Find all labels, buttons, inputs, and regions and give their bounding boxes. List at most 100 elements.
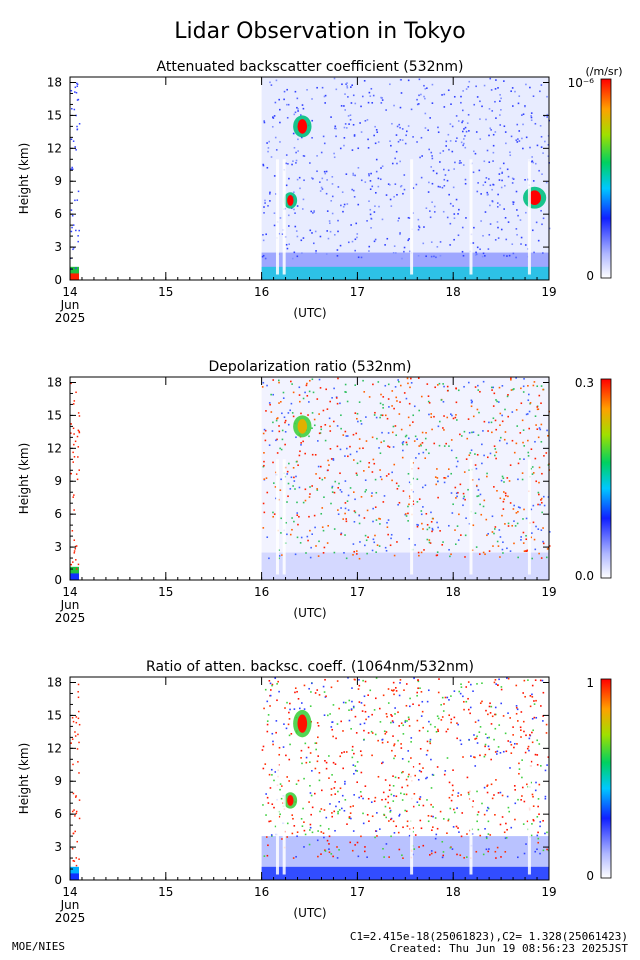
- noise-point: [309, 792, 312, 794]
- noise-point: [261, 749, 264, 751]
- noise-point: [288, 462, 290, 465]
- noise-point: [449, 413, 452, 415]
- y-axis-label: Height (km): [17, 143, 31, 214]
- noise-point: [321, 188, 324, 190]
- noise-point: [459, 433, 461, 436]
- noise-point: [351, 756, 354, 759]
- noise-point: [381, 741, 384, 744]
- noise-point: [375, 551, 377, 553]
- noise-point: [413, 440, 416, 442]
- noise-point: [267, 147, 270, 149]
- noise-point: [281, 838, 283, 840]
- noise-point: [279, 141, 281, 143]
- noise-point: [400, 184, 403, 187]
- noise-point: [498, 529, 501, 531]
- noise-point: [261, 255, 264, 258]
- noise-point: [72, 461, 74, 463]
- noise-point: [524, 244, 527, 246]
- noise-point: [425, 207, 428, 209]
- noise-point: [77, 717, 80, 720]
- noise-point: [309, 752, 312, 754]
- noise-point: [367, 732, 370, 734]
- noise-point: [77, 563, 80, 566]
- noise-point: [494, 850, 497, 853]
- noise-point: [372, 538, 375, 541]
- noise-point: [430, 787, 433, 789]
- noise-point: [534, 679, 537, 681]
- noise-point: [531, 731, 533, 734]
- noise-point: [272, 461, 274, 464]
- noise-point: [367, 147, 370, 149]
- noise-point: [337, 486, 340, 489]
- noise-point: [426, 749, 429, 752]
- noise-point: [424, 97, 426, 100]
- noise-point: [537, 837, 540, 840]
- noise-point: [488, 178, 490, 180]
- noise-point: [283, 723, 285, 725]
- noise-point: [331, 212, 334, 215]
- noise-point: [474, 721, 477, 723]
- noise-point: [323, 546, 326, 549]
- signal-gap: [410, 759, 414, 875]
- noise-point: [500, 702, 503, 705]
- noise-point: [278, 557, 280, 560]
- noise-point: [308, 379, 311, 382]
- x-tick-label: 18: [446, 885, 461, 899]
- noise-point: [387, 183, 390, 185]
- noise-point: [420, 691, 423, 693]
- noise-point: [451, 848, 454, 850]
- noise-point: [488, 736, 490, 739]
- noise-point: [486, 785, 488, 787]
- noise-point: [474, 512, 477, 515]
- noise-point: [278, 402, 280, 404]
- noise-point: [437, 425, 440, 428]
- noise-point: [499, 94, 501, 96]
- noise-point: [487, 532, 490, 535]
- noise-point: [71, 107, 73, 110]
- noise-point: [464, 182, 467, 185]
- noise-point: [370, 172, 372, 175]
- noise-point: [374, 142, 377, 145]
- noise-point: [387, 795, 390, 798]
- noise-point: [405, 434, 408, 437]
- noise-point: [347, 677, 349, 679]
- noise-point: [515, 228, 518, 230]
- noise-point: [347, 115, 350, 117]
- noise-point: [539, 90, 541, 93]
- noise-point: [491, 531, 494, 533]
- noise-point: [353, 520, 356, 523]
- noise-point: [374, 478, 377, 481]
- noise-point: [443, 415, 445, 417]
- noise-point: [274, 677, 277, 680]
- noise-point: [529, 402, 531, 405]
- noise-point: [519, 726, 522, 729]
- noise-point: [72, 403, 75, 405]
- noise-point: [77, 691, 79, 693]
- noise-point: [395, 396, 398, 399]
- noise-point: [465, 217, 467, 219]
- noise-point: [291, 517, 293, 519]
- noise-point: [318, 432, 321, 435]
- noise-point: [73, 809, 75, 811]
- noise-point: [352, 172, 354, 175]
- noise-point: [458, 690, 461, 693]
- noise-point: [394, 755, 396, 757]
- noise-point: [293, 825, 296, 827]
- noise-point: [336, 846, 338, 848]
- noise-point: [379, 452, 382, 455]
- noise-point: [396, 193, 398, 196]
- noise-point: [506, 828, 508, 831]
- noise-point: [416, 719, 419, 722]
- noise-point: [328, 843, 330, 845]
- noise-point: [295, 230, 298, 232]
- noise-point: [75, 114, 77, 117]
- noise-point: [329, 448, 332, 450]
- noise-point: [475, 850, 478, 853]
- noise-point: [538, 481, 540, 484]
- noise-point: [495, 683, 497, 685]
- noise-point: [388, 406, 390, 408]
- noise-point: [269, 682, 272, 685]
- noise-point: [437, 185, 440, 188]
- noise-point: [361, 95, 364, 98]
- x-tick-label: 15: [158, 285, 173, 299]
